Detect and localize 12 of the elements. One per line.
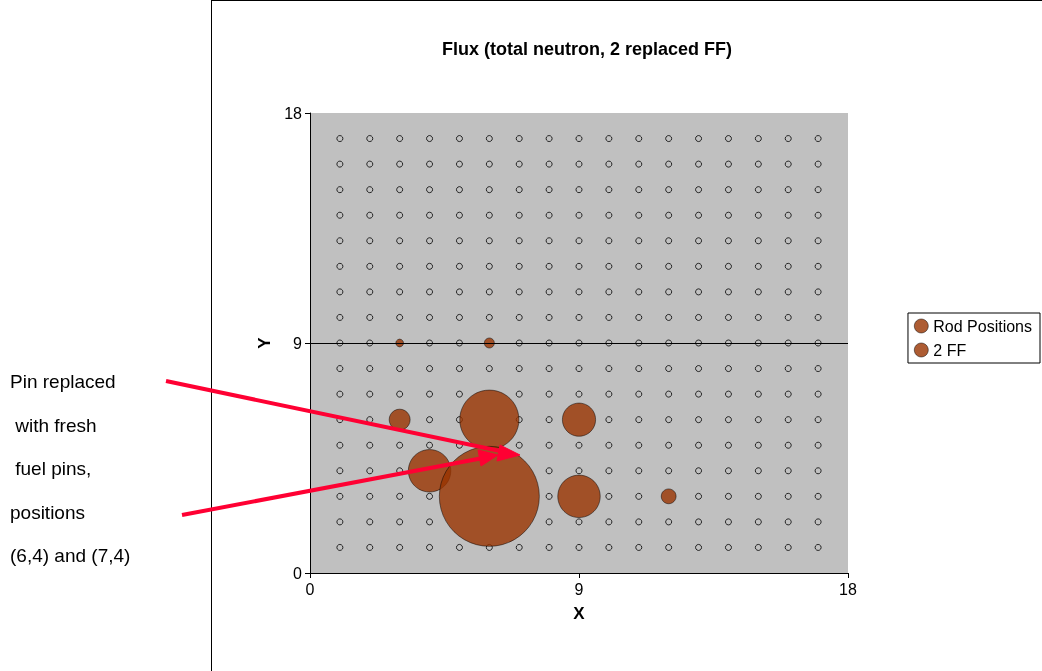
y-tick-label: 9 (293, 334, 303, 352)
y-axis-title: Y (255, 336, 275, 349)
x-tick-label: 18 (839, 580, 857, 598)
legend-label: 2 FF (933, 341, 967, 359)
x-tick-label: 9 (574, 580, 584, 598)
x-axis-title: X (573, 604, 586, 623)
x-tick-label: 0 (305, 580, 315, 598)
chart-title: Flux (total neutron, 2 replaced FF) (441, 39, 733, 59)
legend-label: Rod Positions (933, 317, 1032, 335)
y-tick-label: 0 (293, 564, 303, 582)
text: Pin replaced with fresh fuel pins, positions (6,4) and (7,4) (10, 371, 131, 567)
y-tick-label: 18 (284, 104, 303, 122)
